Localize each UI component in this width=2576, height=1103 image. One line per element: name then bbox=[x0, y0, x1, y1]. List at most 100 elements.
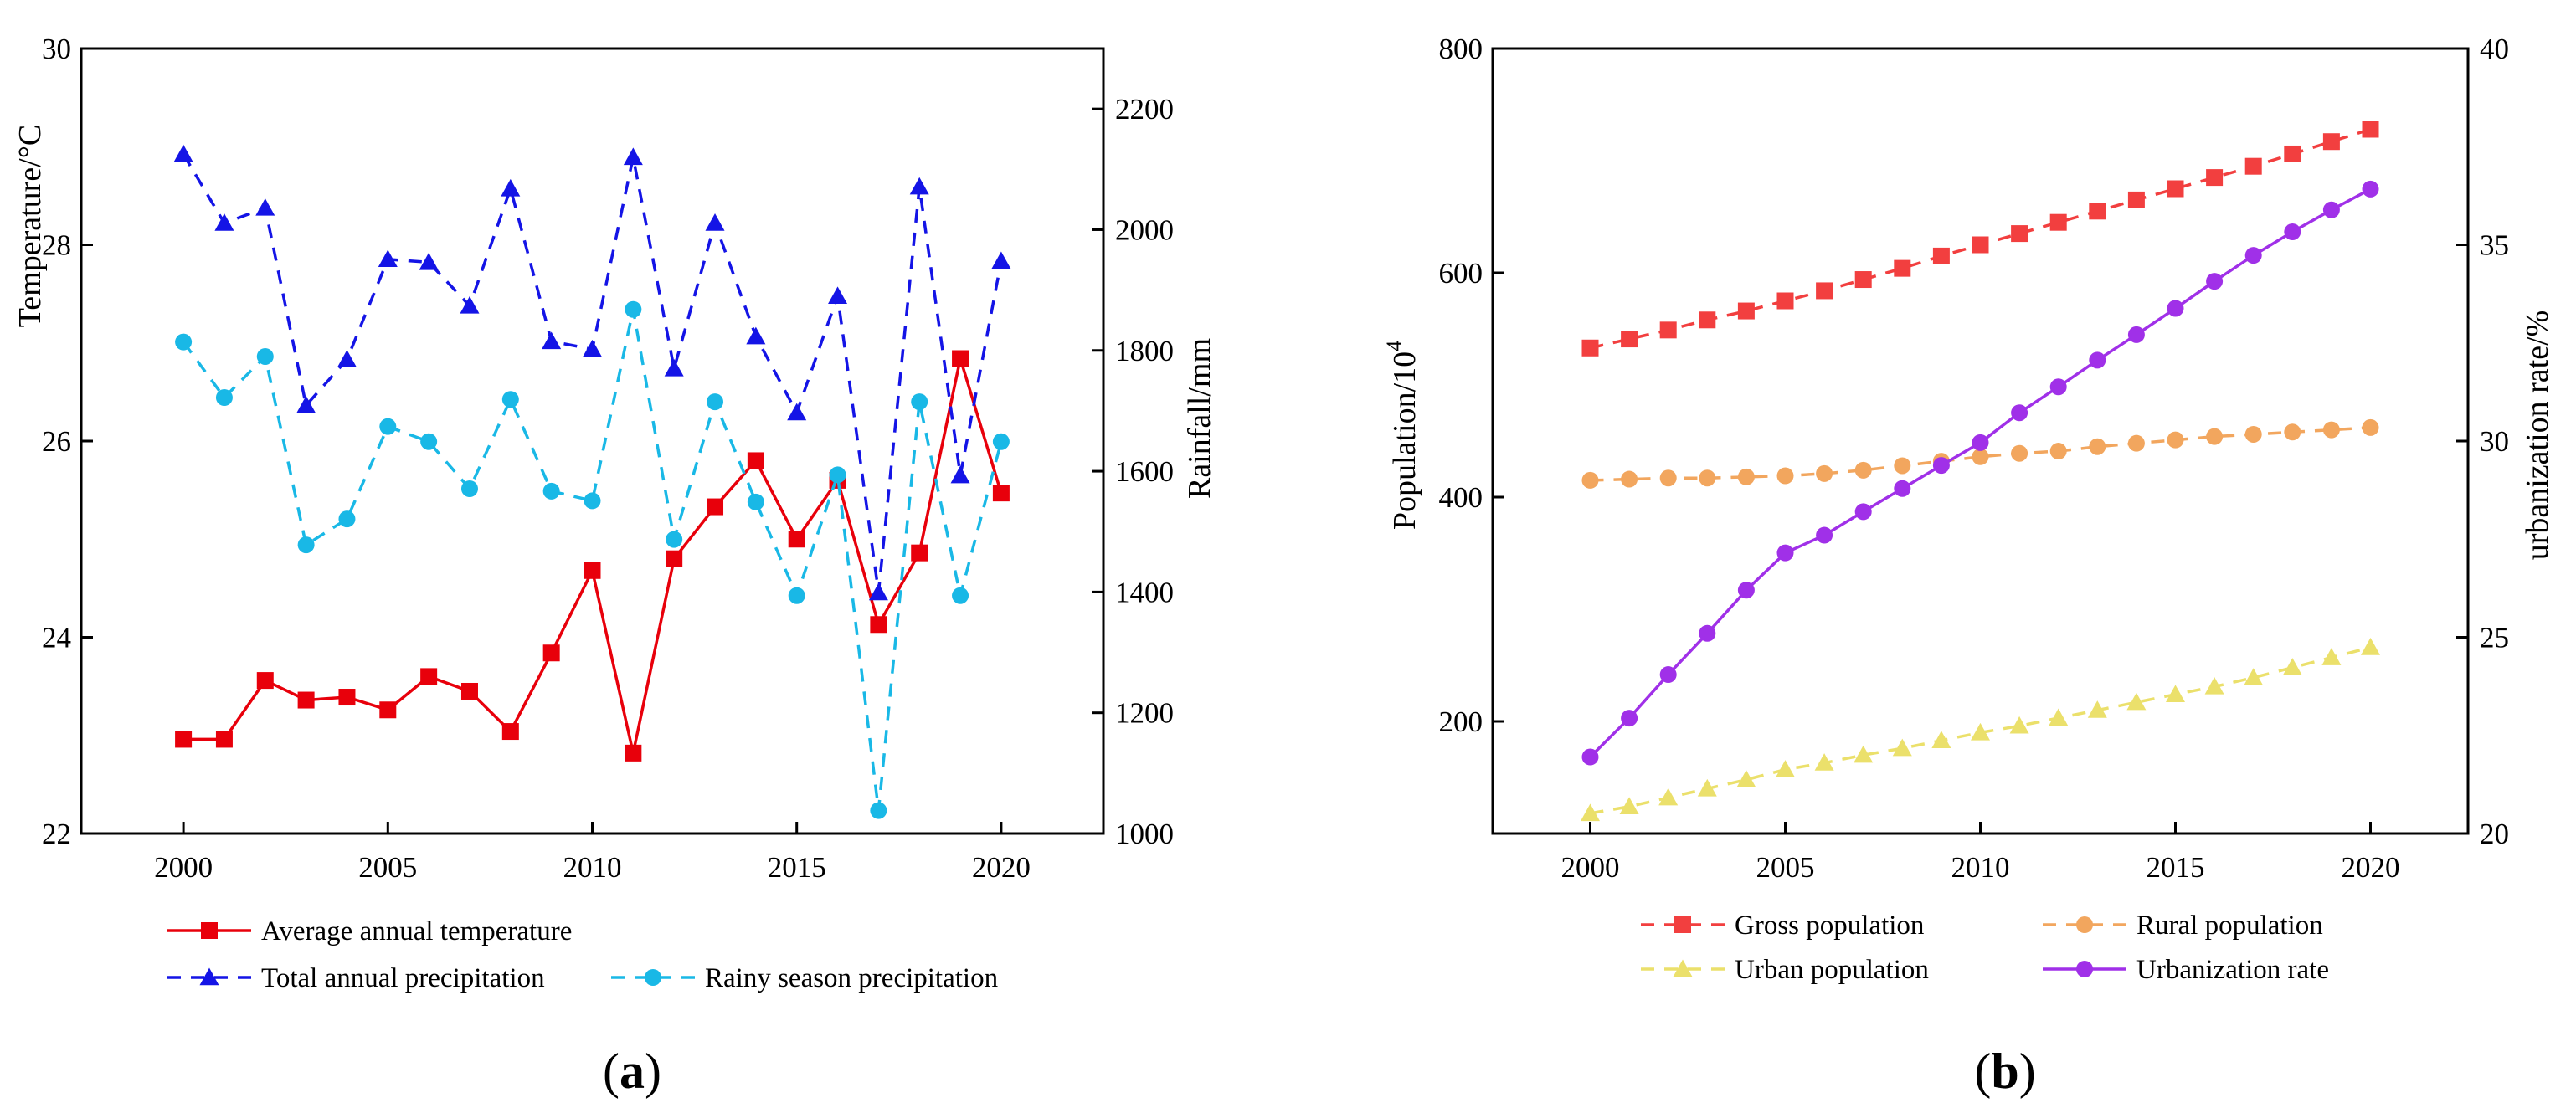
y-right-tick-label: 1600 bbox=[1115, 455, 1174, 488]
panel-b-chart: 2000 2005 2010 2015 2020 200 400 600 800 20 25 30 35… bbox=[1382, 33, 2555, 1099]
data-point bbox=[909, 177, 929, 195]
panel-a-chart: 2000 2005 2010 2015 2020 22 24 26 28 30 1000 1200 14… bbox=[13, 33, 1217, 1099]
series-line-rural-population bbox=[1590, 426, 2371, 482]
data-point bbox=[1892, 738, 1912, 757]
data-point bbox=[2166, 685, 2185, 703]
data-point bbox=[296, 395, 316, 413]
data-point bbox=[1737, 302, 1755, 320]
y-right-tick-label: 20 bbox=[2480, 818, 2509, 850]
panel-b-label: (b) bbox=[1974, 1044, 2035, 1099]
data-point bbox=[337, 350, 357, 367]
panel-b-right-axis-title: urbanization rate/% bbox=[2520, 310, 2555, 561]
legend-label: Rural population bbox=[2136, 911, 2323, 941]
data-point bbox=[950, 465, 970, 484]
legend-marker bbox=[2076, 916, 2093, 933]
legend-label: Urbanization rate bbox=[2136, 955, 2329, 985]
panel-a-left-axis-title: Temperature/°C bbox=[13, 125, 48, 328]
panel-a-right-axis-title: Rainfall/mm bbox=[1182, 338, 1217, 499]
data-point bbox=[2089, 351, 2106, 369]
panel-a-legend: Average annual temperature Total annual p… bbox=[167, 916, 998, 993]
data-point bbox=[214, 213, 234, 231]
data-point bbox=[338, 510, 356, 528]
x-tick-label: 2000 bbox=[1561, 851, 1620, 884]
y-left-tick-label: 800 bbox=[1439, 33, 1483, 65]
data-point bbox=[1854, 271, 1872, 289]
data-point bbox=[2049, 708, 2069, 726]
data-point bbox=[1931, 731, 1951, 748]
x-tick-label: 2010 bbox=[1951, 851, 2010, 884]
data-point bbox=[1659, 666, 1677, 684]
legend-marker bbox=[1674, 916, 1691, 933]
data-point bbox=[1816, 282, 1833, 300]
data-point bbox=[1932, 247, 1950, 264]
y-right-tick-label: 1800 bbox=[1115, 335, 1174, 367]
data-point bbox=[2167, 180, 2184, 198]
data-point bbox=[584, 492, 601, 510]
y-right-tick-label: 30 bbox=[2480, 425, 2509, 458]
data-point bbox=[868, 582, 888, 601]
data-point bbox=[2244, 247, 2262, 264]
legend-label: Gross population bbox=[1735, 911, 1924, 941]
y-left-tick-label: 600 bbox=[1439, 257, 1483, 290]
data-point bbox=[952, 587, 969, 604]
y-left-tick-label: 30 bbox=[42, 33, 71, 65]
data-point bbox=[1972, 434, 1989, 451]
data-point bbox=[1581, 471, 1599, 489]
y-right-tick-label: 2200 bbox=[1115, 93, 1174, 126]
data-point bbox=[2321, 648, 2342, 665]
data-point bbox=[1894, 480, 1911, 497]
data-point bbox=[2244, 157, 2262, 175]
data-point bbox=[1776, 544, 1794, 562]
data-point bbox=[992, 485, 1010, 502]
data-point bbox=[625, 300, 642, 318]
series-line-rainy-season-precipitation bbox=[182, 309, 1003, 811]
data-point bbox=[991, 251, 1011, 269]
data-point bbox=[1699, 469, 1716, 487]
data-point bbox=[1658, 787, 1679, 806]
y-left-tick-label: 22 bbox=[42, 818, 71, 850]
data-point bbox=[1776, 760, 1795, 777]
data-point bbox=[2127, 434, 2145, 452]
data-point bbox=[1581, 339, 1599, 357]
data-point bbox=[501, 723, 519, 741]
data-point bbox=[2011, 225, 2028, 243]
data-point bbox=[829, 466, 846, 484]
x-tick-label: 2015 bbox=[2147, 851, 2205, 884]
data-point bbox=[420, 433, 438, 450]
data-point bbox=[542, 482, 560, 500]
data-point bbox=[664, 358, 684, 377]
data-point bbox=[501, 391, 519, 408]
data-point bbox=[175, 731, 193, 748]
series-line-total-annual-precipitation bbox=[182, 153, 1003, 593]
data-point bbox=[1972, 236, 1989, 254]
data-point bbox=[2361, 638, 2380, 655]
data-point bbox=[911, 393, 928, 411]
data-point bbox=[460, 682, 478, 700]
data-point bbox=[460, 480, 478, 498]
data-point bbox=[1697, 778, 1717, 797]
data-point bbox=[460, 295, 480, 314]
data-point bbox=[747, 452, 764, 469]
y-left-tick-label: 26 bbox=[42, 425, 71, 458]
data-point bbox=[1621, 470, 1638, 488]
data-point bbox=[788, 587, 805, 604]
data-point bbox=[2284, 223, 2301, 241]
data-point bbox=[338, 689, 356, 706]
data-point bbox=[2204, 676, 2224, 695]
data-point bbox=[501, 178, 521, 197]
data-point bbox=[542, 644, 560, 662]
legend-label: Rainy season precipitation bbox=[705, 963, 998, 993]
data-point bbox=[297, 691, 315, 709]
data-point bbox=[2126, 692, 2147, 711]
data-point bbox=[2167, 431, 2184, 449]
data-point bbox=[175, 333, 193, 351]
data-point bbox=[705, 213, 725, 231]
data-point bbox=[1854, 503, 1872, 521]
panel-a-frame: 2000 2005 2010 2015 2020 22 24 26 28 30 1000 1200 14… bbox=[42, 33, 1174, 884]
data-point bbox=[952, 350, 969, 367]
legend-label: Total annual precipitation bbox=[261, 963, 545, 993]
data-point bbox=[1699, 311, 1716, 329]
data-point bbox=[256, 672, 274, 690]
data-point bbox=[1894, 259, 1911, 277]
data-point bbox=[2322, 133, 2340, 151]
